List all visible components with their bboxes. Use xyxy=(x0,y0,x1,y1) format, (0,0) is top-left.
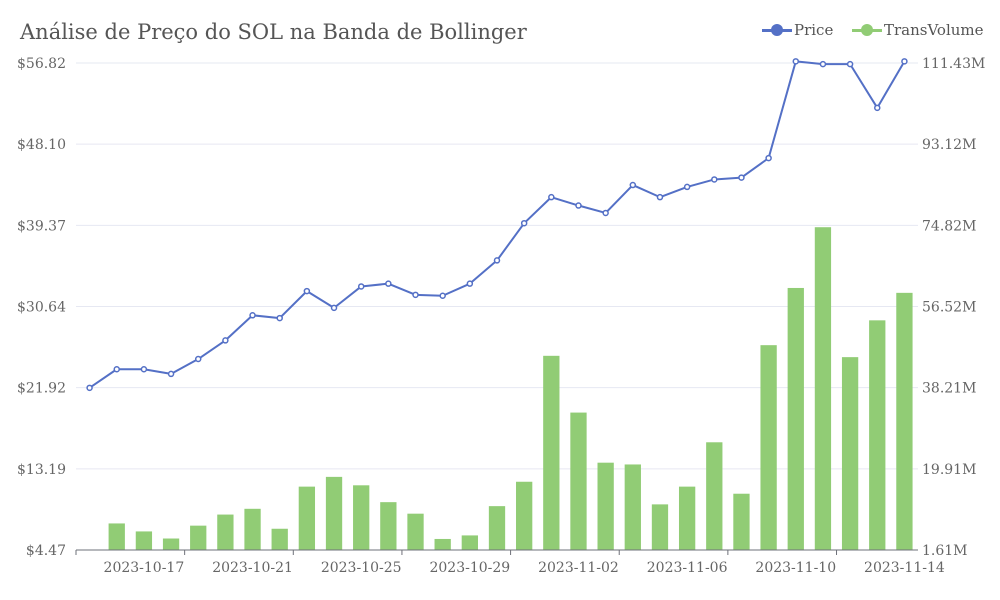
legend-price[interactable]: Price xyxy=(762,20,833,40)
price-point xyxy=(357,283,365,290)
x-tick-label: 2023-11-06 xyxy=(647,560,728,576)
price-point xyxy=(792,58,800,65)
price-point xyxy=(86,384,93,392)
y-right-tick-label: 111.43M xyxy=(922,56,985,72)
volume-bar xyxy=(570,412,587,550)
x-tick-label: 2023-10-21 xyxy=(212,560,293,576)
volume-bar xyxy=(271,528,288,550)
volume-bar xyxy=(651,504,669,550)
volume-bar xyxy=(841,357,859,550)
legend-transvolume[interactable]: TransVolume xyxy=(852,20,984,40)
volume-bar xyxy=(380,502,397,550)
x-tick-label: 2023-10-17 xyxy=(104,560,185,576)
volume-bar xyxy=(543,355,560,550)
price-point xyxy=(656,193,664,201)
y-left-tick-label: $56.82 xyxy=(17,56,66,72)
price-point xyxy=(901,58,908,65)
volume-bar xyxy=(869,320,886,550)
legend-bar-swatch-icon xyxy=(852,23,882,37)
price-point xyxy=(439,292,446,300)
price-point xyxy=(493,257,501,264)
price-point xyxy=(765,154,772,162)
price-point xyxy=(548,193,555,201)
y-left-tick-label: $21.92 xyxy=(17,381,66,397)
price-point xyxy=(575,202,582,209)
volume-bar xyxy=(597,462,614,550)
legend-label-transvolume: TransVolume xyxy=(884,21,984,39)
volume-bar xyxy=(814,227,832,550)
price-point xyxy=(249,312,256,319)
chart-title: Análise de Preço do SOL na Banda de Boll… xyxy=(20,20,527,44)
y-right-tick-label: 1.61M xyxy=(922,543,968,559)
price-point xyxy=(385,280,392,287)
price-point xyxy=(602,209,609,217)
volume-bar xyxy=(162,538,180,550)
y-left-tick-label: $13.19 xyxy=(17,462,66,478)
volume-bar xyxy=(488,506,506,550)
volume-bar xyxy=(787,287,804,550)
y-right-tick-label: 19.91M xyxy=(922,462,976,478)
volume-bar xyxy=(190,525,207,550)
volume-bar xyxy=(896,292,913,550)
price-point xyxy=(711,176,718,183)
price-point xyxy=(167,370,175,378)
volume-bar xyxy=(624,464,641,550)
price-point xyxy=(222,337,229,344)
price-point xyxy=(412,291,419,299)
volume-bar xyxy=(217,514,234,550)
price-point xyxy=(683,183,691,191)
legend-label-price: Price xyxy=(794,21,834,39)
price-point xyxy=(113,365,120,373)
price-point xyxy=(276,314,283,322)
price-point xyxy=(194,355,202,363)
price-point xyxy=(874,104,881,112)
y-left-tick-label: $39.37 xyxy=(17,218,66,234)
price-point xyxy=(520,219,528,227)
x-tick-label: 2023-11-14 xyxy=(864,560,945,576)
price-point xyxy=(466,280,474,287)
volume-bar xyxy=(135,531,153,550)
y-left-tick-label: $48.10 xyxy=(17,137,66,153)
y-right-tick-label: 56.52M xyxy=(922,300,976,316)
volume-bar xyxy=(760,345,777,550)
volume-bar xyxy=(461,535,478,550)
volume-bar xyxy=(244,508,261,550)
volume-bar xyxy=(434,538,451,550)
x-tick-label: 2023-11-02 xyxy=(538,560,619,576)
x-tick-label: 2023-11-10 xyxy=(755,560,836,576)
x-tick-label: 2023-10-29 xyxy=(429,560,510,576)
volume-bar xyxy=(108,523,125,550)
x-tick-label: 2023-10-25 xyxy=(321,560,402,576)
price-point xyxy=(819,60,827,68)
y-right-tick-label: 74.82M xyxy=(922,218,976,234)
y-right-tick-label: 93.12M xyxy=(922,137,976,153)
price-point xyxy=(738,174,745,181)
volume-bar xyxy=(733,493,750,550)
volume-bar xyxy=(706,442,723,550)
price-point xyxy=(629,181,637,189)
price-line xyxy=(89,60,906,389)
legend-line-swatch-icon xyxy=(762,23,792,37)
volume-bar xyxy=(325,476,343,550)
volume-bar xyxy=(678,486,696,550)
y-right-tick-label: 38.21M xyxy=(922,381,976,397)
y-left-tick-label: $30.64 xyxy=(17,300,66,316)
price-point xyxy=(330,304,338,312)
price-point xyxy=(140,365,148,373)
price-point xyxy=(303,287,311,295)
volume-bar xyxy=(516,481,533,550)
y-left-tick-label: $4.47 xyxy=(26,543,66,559)
volume-bar xyxy=(298,486,316,550)
volume-bar xyxy=(407,513,424,550)
price-point xyxy=(846,60,854,68)
volume-bar xyxy=(353,485,370,550)
